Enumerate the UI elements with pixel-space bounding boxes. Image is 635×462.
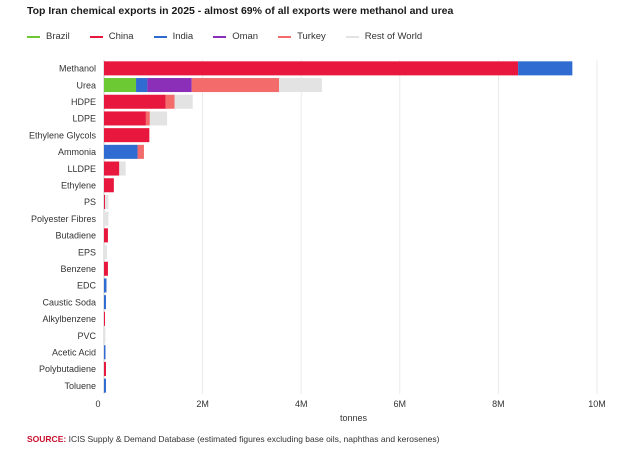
bar-segment bbox=[104, 311, 105, 326]
bar-segment bbox=[104, 345, 106, 360]
x-tick-label: 8M bbox=[492, 399, 505, 409]
legend-item: Brazil bbox=[27, 31, 70, 42]
bar-segment bbox=[104, 128, 150, 143]
bar-segment bbox=[145, 111, 150, 126]
x-tick-label: 2M bbox=[196, 399, 209, 409]
bar-segment bbox=[104, 228, 108, 243]
category-label: Ammonia bbox=[58, 147, 96, 157]
category-label: Toluene bbox=[64, 381, 96, 391]
bar-segment bbox=[165, 94, 175, 109]
legend-swatch bbox=[345, 35, 359, 38]
bar-segment bbox=[149, 111, 168, 126]
legend-label: Oman bbox=[232, 31, 259, 42]
category-label: Acetic Acid bbox=[52, 347, 96, 357]
source-text: ICIS Supply & Demand Database (estimated… bbox=[68, 434, 440, 444]
category-label: Alkylbenzene bbox=[42, 314, 96, 324]
bar-segment bbox=[137, 144, 144, 159]
legend-swatch bbox=[153, 35, 167, 38]
category-label: LLDPE bbox=[67, 164, 96, 174]
category-label: EDC bbox=[77, 281, 97, 291]
bar-segment bbox=[104, 178, 114, 193]
bar-segment bbox=[279, 78, 322, 93]
bar-segment bbox=[104, 144, 138, 159]
legend-swatch bbox=[89, 35, 103, 38]
bar-segment bbox=[104, 295, 106, 310]
category-label: Benzene bbox=[60, 264, 96, 274]
bar-segment bbox=[104, 328, 106, 343]
category-label: Methanol bbox=[59, 64, 96, 74]
x-tick-label: 4M bbox=[295, 399, 308, 409]
category-label: Ethylene Glycols bbox=[29, 130, 97, 140]
category-label: LDPE bbox=[72, 114, 96, 124]
bar-segment bbox=[104, 245, 107, 260]
bar-segment bbox=[191, 78, 280, 93]
category-label: EPS bbox=[78, 247, 96, 257]
source-note: SOURCE: ICIS Supply & Demand Database (e… bbox=[27, 434, 439, 444]
category-label: Polybutadiene bbox=[39, 364, 96, 374]
category-label: PVC bbox=[77, 331, 96, 341]
bar-segment bbox=[104, 78, 137, 93]
bar-segment bbox=[104, 194, 105, 209]
bar-segment bbox=[104, 161, 120, 176]
legend-label: China bbox=[108, 31, 134, 42]
legend-item: India bbox=[153, 31, 194, 42]
bar-segment bbox=[174, 94, 193, 109]
legend-item: Rest of World bbox=[345, 31, 423, 42]
category-label: Ethylene bbox=[61, 180, 96, 190]
bar-segment bbox=[104, 378, 106, 393]
category-label: Butadiene bbox=[55, 231, 96, 241]
x-tick-label: 0 bbox=[95, 399, 100, 409]
legend-label: Turkey bbox=[297, 31, 326, 42]
category-label: PS bbox=[84, 197, 96, 207]
bar-segment bbox=[104, 261, 108, 276]
bar-segment bbox=[518, 61, 573, 76]
x-axis-label: tonnes bbox=[340, 413, 368, 423]
category-label: HDPE bbox=[71, 97, 96, 107]
legend-swatch bbox=[278, 35, 292, 38]
bar-segment bbox=[104, 111, 146, 126]
legend-swatch bbox=[213, 35, 227, 38]
legend-item: China bbox=[89, 31, 134, 42]
category-label: Caustic Soda bbox=[42, 297, 96, 307]
category-label: Urea bbox=[76, 80, 96, 90]
x-tick-label: 6M bbox=[394, 399, 407, 409]
x-tick-label: 10M bbox=[588, 399, 606, 409]
bar-segment bbox=[104, 194, 109, 209]
bar-segment bbox=[104, 361, 106, 376]
legend-swatch bbox=[27, 35, 40, 38]
bar-segment bbox=[147, 78, 192, 93]
bar-segment bbox=[104, 61, 519, 76]
bar-segment bbox=[104, 278, 107, 293]
bar-segment bbox=[119, 161, 126, 176]
legend-item: Turkey bbox=[278, 31, 326, 42]
bar-segment bbox=[104, 211, 109, 226]
legend: Brazil China India Oman Turkey Rest of World bbox=[27, 31, 442, 42]
category-label: Polyester Fibres bbox=[31, 214, 97, 224]
chart-title: Top Iran chemical exports in 2025 - almo… bbox=[27, 5, 454, 17]
legend-item: Oman bbox=[213, 31, 258, 42]
source-label: SOURCE: bbox=[27, 434, 67, 444]
legend-label: India bbox=[172, 31, 194, 42]
legend-label: Brazil bbox=[46, 31, 70, 42]
bar-segment bbox=[104, 94, 166, 109]
bar-segment bbox=[136, 78, 148, 93]
legend-label: Rest of World bbox=[364, 31, 423, 42]
